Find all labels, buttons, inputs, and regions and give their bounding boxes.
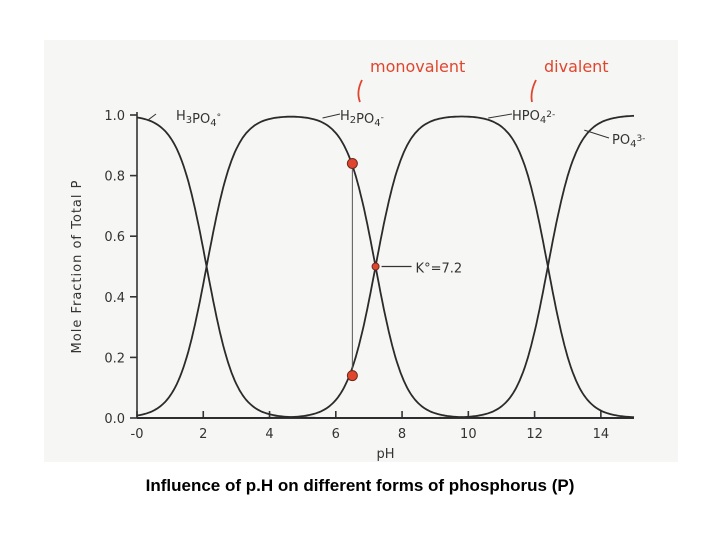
highlight-point: [346, 157, 358, 169]
y-tick-label: 0.8: [104, 170, 125, 185]
x-tick-label: 10: [460, 427, 477, 442]
monovalent-arrow: [357, 79, 363, 103]
species-arrow: [488, 113, 513, 119]
y-axis-label: Mole Fraction of Total P: [70, 180, 85, 354]
species-arrow: [584, 129, 610, 139]
y-tick-label: 1.0: [104, 109, 125, 124]
chart-image: -0 2 4 6 8 10 12 14 0.0 0.2 0.4 0.6 0.8 1.0 pH Mole Fra…: [44, 40, 678, 462]
hpo4-label: HPO42-: [512, 109, 555, 126]
chart-curves: [136, 114, 635, 419]
y-tick-label: 0.6: [104, 230, 125, 245]
x-tick-label: -0: [131, 427, 144, 442]
y-tick-label: 0.4: [104, 291, 125, 306]
x-tick-label: 14: [593, 427, 610, 442]
x-tick-label: 4: [265, 427, 273, 442]
divalent-label: divalent: [544, 57, 609, 76]
species-arrow: [148, 113, 157, 120]
x-tick-label: 2: [199, 427, 207, 442]
x-tick-label: 6: [332, 427, 340, 442]
highlight-point: [346, 370, 358, 382]
hpo4-curve: [137, 115, 635, 419]
figure-caption: Influence of p.H on different forms of p…: [145, 476, 575, 495]
h3po4-curve: [136, 116, 634, 419]
speciation-chart: -0 2 4 6 8 10 12 14 0.0 0.2 0.4 0.6 0.8 1.0 pH Mole Fra…: [70, 57, 645, 462]
species-arrow: [322, 113, 341, 119]
po4-curve: [137, 114, 635, 419]
k-label: K°=7.2: [416, 262, 463, 277]
x-tick-label: 12: [526, 427, 543, 442]
chart-axes: -0 2 4 6 8 10 12 14 0.0 0.2 0.4 0.6 0.8 1.0 pH Mole Fra…: [70, 109, 634, 462]
divalent-arrow: [530, 79, 537, 103]
species-labels: H3PO4° H2PO4- HPO42- PO43-: [148, 109, 645, 150]
h3po4-label: H3PO4°: [176, 109, 221, 129]
highlight-marks: monovalent divalent K°=7.2: [346, 57, 609, 382]
y-tick-label: 0.0: [104, 412, 125, 427]
h2po4-curve: [136, 115, 634, 419]
x-axis-label: pH: [376, 447, 394, 462]
monovalent-label: monovalent: [370, 57, 465, 76]
h2po4-label: H2PO4-: [340, 109, 384, 129]
y-tick-label: 0.2: [104, 351, 125, 366]
x-tick-label: 8: [398, 427, 406, 442]
highlight-point: [371, 262, 380, 271]
po4-label: PO43-: [612, 133, 645, 150]
